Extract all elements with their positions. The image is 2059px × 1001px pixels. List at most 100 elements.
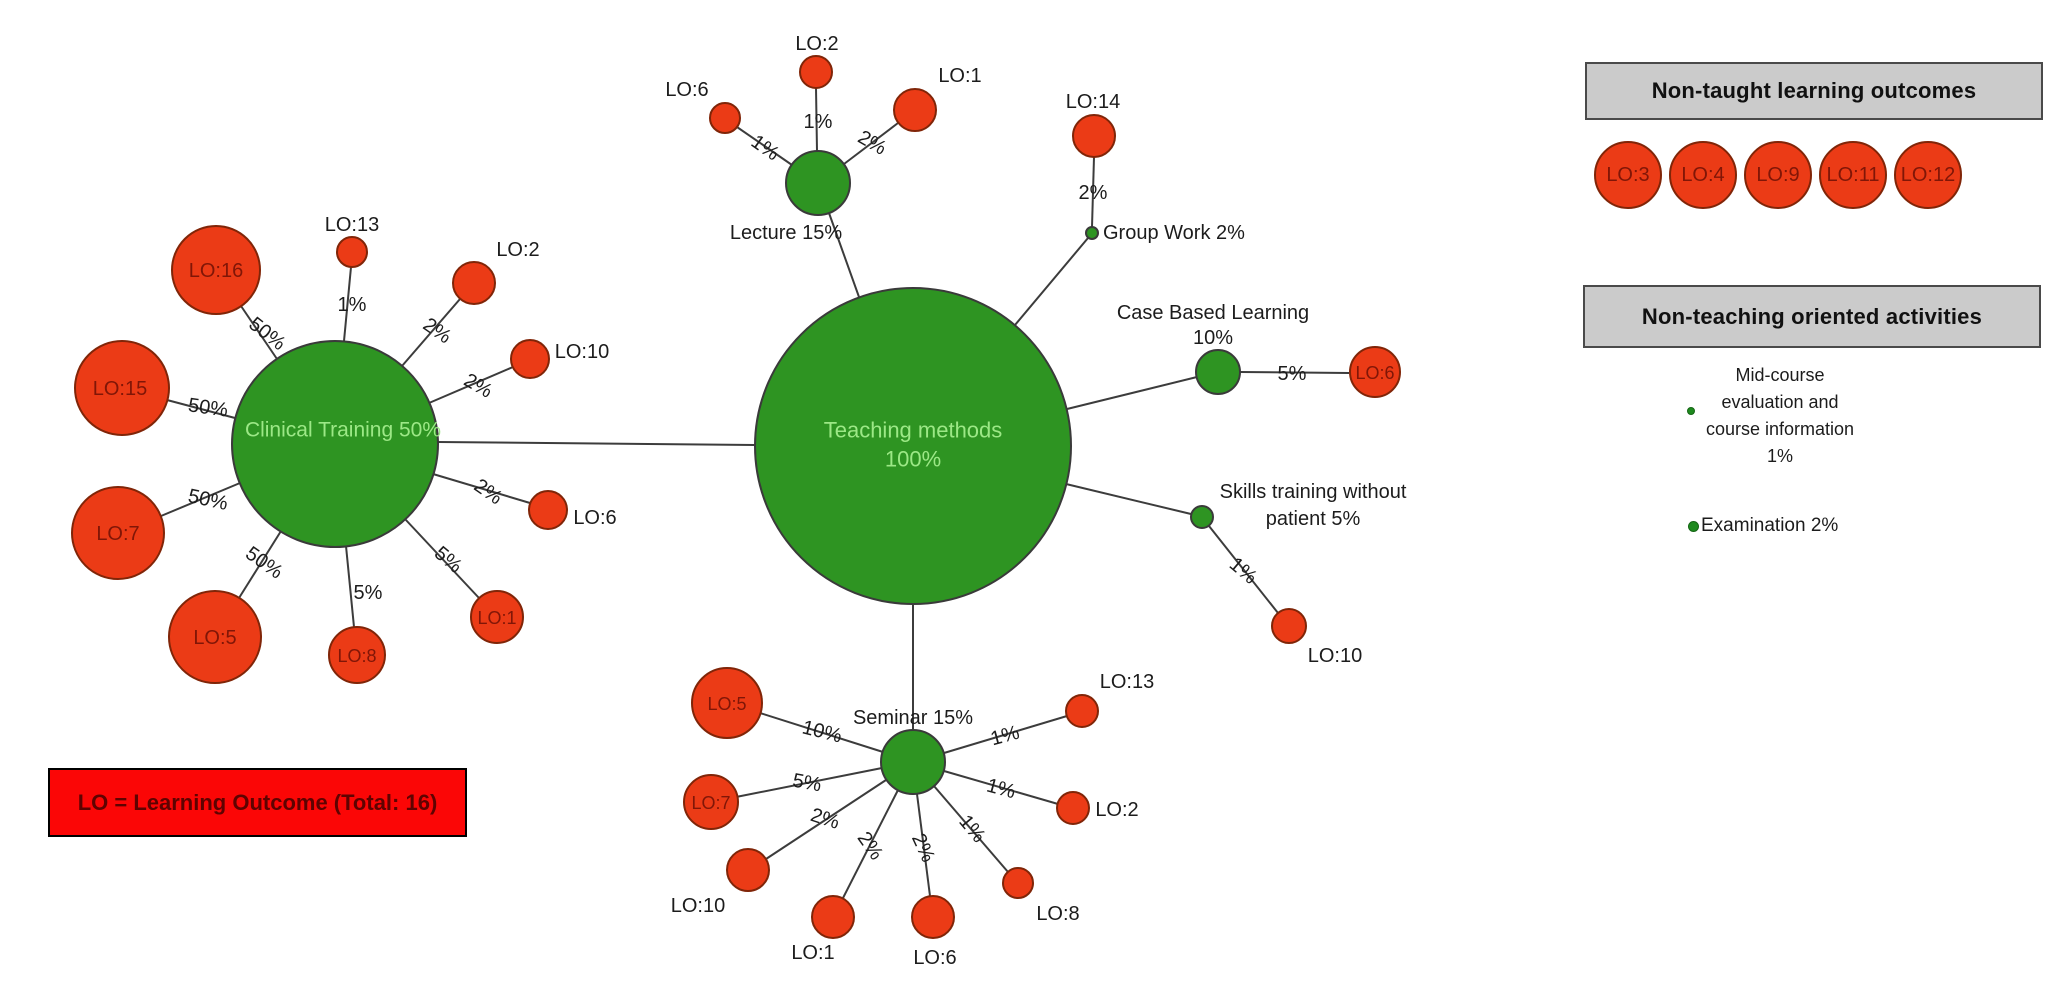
label-lecture-lo1: LO:1 xyxy=(938,65,981,87)
label-skills-1: Skills training without xyxy=(1220,481,1407,503)
lo-definition-note: LO = Learning Outcome (Total: 16) xyxy=(48,768,467,837)
inside-clinical-lo5: LO:5 xyxy=(193,627,236,649)
edge-line xyxy=(916,793,931,897)
edge-line xyxy=(943,715,1068,754)
examination-dot-icon xyxy=(1688,521,1699,532)
label-lecture-lo2: LO:2 xyxy=(795,33,838,55)
label-clinical-lo6: LO:6 xyxy=(573,507,616,529)
label-teaching-methods-pct: 100% xyxy=(885,447,941,472)
pct-lecture-lo1: 2% xyxy=(854,126,890,160)
edge-line xyxy=(943,770,1059,805)
label-cbl-1: Case Based Learning xyxy=(1117,302,1309,324)
clinical-lo5 xyxy=(168,590,262,684)
edge-line xyxy=(1066,376,1198,410)
legend-non-teaching-panel: Non-teaching oriented activities xyxy=(1583,285,2041,348)
edge-line xyxy=(1065,483,1192,515)
midcourse-dot-icon xyxy=(1687,407,1695,415)
label-lecture: Lecture 15% xyxy=(730,222,843,244)
label-seminar-lo6: LO:6 xyxy=(913,947,956,969)
inside-clinical-lo8: LO:8 xyxy=(337,646,376,666)
clinical-lo15 xyxy=(74,340,170,436)
pct-seminar-lo6: 2% xyxy=(907,830,939,866)
inside-clinical-lo7: LO:7 xyxy=(96,523,139,545)
edge-line xyxy=(842,789,899,899)
cbl-lo6 xyxy=(1349,346,1401,398)
label-clinical-training: Clinical Training 50% xyxy=(245,419,441,442)
midcourse-line: Mid-course xyxy=(1735,365,1825,385)
edge-line xyxy=(1091,156,1095,228)
pct-clinical-lo15: 50% xyxy=(187,394,230,421)
inside-cbl-lo6: LO:6 xyxy=(1355,363,1394,383)
pct-cbl: 5% xyxy=(1278,363,1307,385)
pct-clinical-lo5: 50% xyxy=(241,543,287,584)
label-clinical-lo13: LO:13 xyxy=(325,214,379,236)
lecture-lo2 xyxy=(799,55,833,89)
label-clinical-lo10: LO:10 xyxy=(555,341,609,363)
pct-lecture-lo6: 1% xyxy=(747,131,783,166)
clinical-lo1 xyxy=(470,590,524,644)
seminar-lo7 xyxy=(683,774,739,830)
label-skills-2: patient 5% xyxy=(1266,508,1361,530)
hub-teaching-methods xyxy=(754,287,1072,605)
midcourse-label: Mid-course evaluation and course informa… xyxy=(1650,362,1910,470)
clinical-lo13 xyxy=(336,236,368,268)
label-lo14: LO:14 xyxy=(1066,91,1120,113)
inside-clinical-lo16: LO:16 xyxy=(189,260,243,282)
midcourse-line: evaluation and xyxy=(1721,392,1839,412)
pct-groupwork: 2% xyxy=(1079,182,1108,204)
clinical-lo8 xyxy=(328,626,386,684)
legend-non-teaching-title: Non-teaching oriented activities xyxy=(1641,303,1983,329)
non-taught-lo-row: LO:3 LO:4 LO:9 LO:11 LO:12 xyxy=(1594,141,1962,209)
edge-line xyxy=(401,298,461,367)
edge-line xyxy=(428,366,514,404)
edge-line xyxy=(765,779,887,860)
edge-line xyxy=(1014,237,1089,326)
lecture-lo1 xyxy=(893,88,937,132)
midcourse-line: 1% xyxy=(1766,446,1793,466)
edge-line xyxy=(404,518,480,599)
clinical-lo16 xyxy=(171,225,261,315)
legend-non-taught-panel: Non-taught learning outcomes xyxy=(1585,62,2043,120)
edge-line xyxy=(815,87,818,152)
hub-group-work xyxy=(1085,226,1099,240)
edge-line xyxy=(843,122,899,165)
edge-line xyxy=(736,126,793,166)
hub-clinical-training xyxy=(231,340,439,548)
non-taught-lo-circle: LO:9 xyxy=(1744,141,1812,209)
edge-line xyxy=(240,305,278,360)
edge-line xyxy=(735,767,883,798)
seminar-lo5 xyxy=(691,667,763,739)
hub-skills-training xyxy=(1190,505,1214,529)
label-seminar-lo2: LO:2 xyxy=(1095,799,1138,821)
pct-clinical-lo6: 2% xyxy=(470,475,506,510)
inside-clinical-lo1: LO:1 xyxy=(477,608,516,628)
non-taught-lo-circle: LO:3 xyxy=(1594,141,1662,209)
seminar-lo8 xyxy=(1002,867,1034,899)
label-seminar-lo8: LO:8 xyxy=(1036,903,1079,925)
pct-clinical-lo1: 5% xyxy=(430,542,466,578)
edge-line xyxy=(345,545,355,628)
edge-line xyxy=(759,712,884,753)
label-cbl-2: 10% xyxy=(1193,327,1233,349)
pct-clinical-lo8: 5% xyxy=(354,582,383,604)
pct-clinical-lo10: 2% xyxy=(460,369,496,403)
pct-lecture-lo2: 1% xyxy=(804,111,833,133)
inside-clinical-lo15: LO:15 xyxy=(93,378,147,400)
edge-line xyxy=(160,482,241,517)
label-seminar-lo1: LO:1 xyxy=(791,942,834,964)
pct-clinical-lo13: 1% xyxy=(338,294,367,316)
edge-line xyxy=(933,785,1009,873)
pct-seminar-lo2: 1% xyxy=(984,775,1018,804)
label-group-work: Group Work 2% xyxy=(1103,222,1245,244)
label-clinical-lo2: LO:2 xyxy=(496,239,539,261)
edge-line xyxy=(432,473,531,504)
seminar-lo10 xyxy=(726,848,770,892)
clinical-lo10 xyxy=(510,339,550,379)
legend-non-taught-title: Non-taught learning outcomes xyxy=(1651,78,1977,103)
non-taught-lo-circle: LO:12 xyxy=(1894,141,1962,209)
edge-line xyxy=(166,399,236,419)
inside-seminar-lo5: LO:5 xyxy=(707,694,746,714)
label-skills-lo10: LO:10 xyxy=(1308,645,1362,667)
